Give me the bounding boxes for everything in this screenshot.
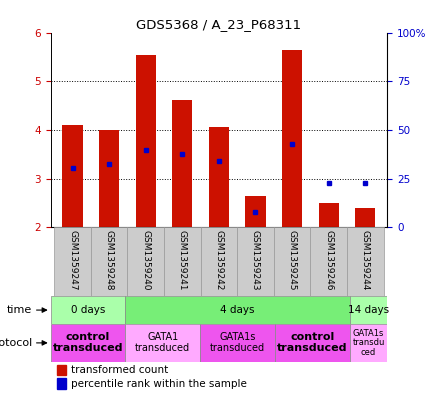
Text: GSM1359245: GSM1359245 <box>288 230 297 290</box>
Bar <box>128 227 164 296</box>
Bar <box>57 365 66 375</box>
Bar <box>237 227 274 296</box>
Text: 14 days: 14 days <box>348 305 389 315</box>
Text: GSM1359247: GSM1359247 <box>68 230 77 290</box>
Bar <box>209 127 229 227</box>
Text: 0 days: 0 days <box>71 305 105 315</box>
Text: GSM1359242: GSM1359242 <box>214 230 224 290</box>
Bar <box>201 227 237 296</box>
Bar <box>57 378 66 389</box>
Bar <box>54 227 91 296</box>
Bar <box>246 196 266 227</box>
Bar <box>99 130 119 227</box>
Bar <box>200 324 275 362</box>
Bar <box>62 125 83 227</box>
Text: GSM1359244: GSM1359244 <box>361 230 370 290</box>
Text: percentile rank within the sample: percentile rank within the sample <box>71 379 247 389</box>
Text: protocol: protocol <box>0 338 32 348</box>
Text: GSM1359243: GSM1359243 <box>251 230 260 290</box>
Text: GSM1359246: GSM1359246 <box>324 230 333 290</box>
Text: GATA1
transduced: GATA1 transduced <box>135 332 191 353</box>
Text: GSM1359240: GSM1359240 <box>141 230 150 290</box>
Bar <box>310 227 347 296</box>
Bar <box>274 227 310 296</box>
Bar <box>282 50 302 227</box>
Text: time: time <box>7 305 32 315</box>
Bar <box>350 324 387 362</box>
Bar <box>355 208 375 227</box>
Text: GSM1359248: GSM1359248 <box>105 230 114 290</box>
Bar <box>350 296 387 324</box>
Title: GDS5368 / A_23_P68311: GDS5368 / A_23_P68311 <box>136 18 301 31</box>
Bar <box>319 203 339 227</box>
Bar <box>51 324 125 362</box>
Bar <box>164 227 201 296</box>
Bar <box>347 227 384 296</box>
Bar <box>51 296 125 324</box>
Bar <box>136 55 156 227</box>
Bar <box>125 324 200 362</box>
Text: 4 days: 4 days <box>220 305 255 315</box>
Bar <box>172 100 192 227</box>
Bar <box>125 296 350 324</box>
Text: GATA1s
transduced: GATA1s transduced <box>210 332 265 353</box>
Text: control
transduced: control transduced <box>53 332 123 353</box>
Text: GSM1359241: GSM1359241 <box>178 230 187 290</box>
Text: control
transduced: control transduced <box>277 332 348 353</box>
Bar <box>91 227 128 296</box>
Text: transformed count: transformed count <box>71 365 168 375</box>
Bar <box>275 324 350 362</box>
Text: GATA1s
transdu
ced: GATA1s transdu ced <box>352 329 385 357</box>
